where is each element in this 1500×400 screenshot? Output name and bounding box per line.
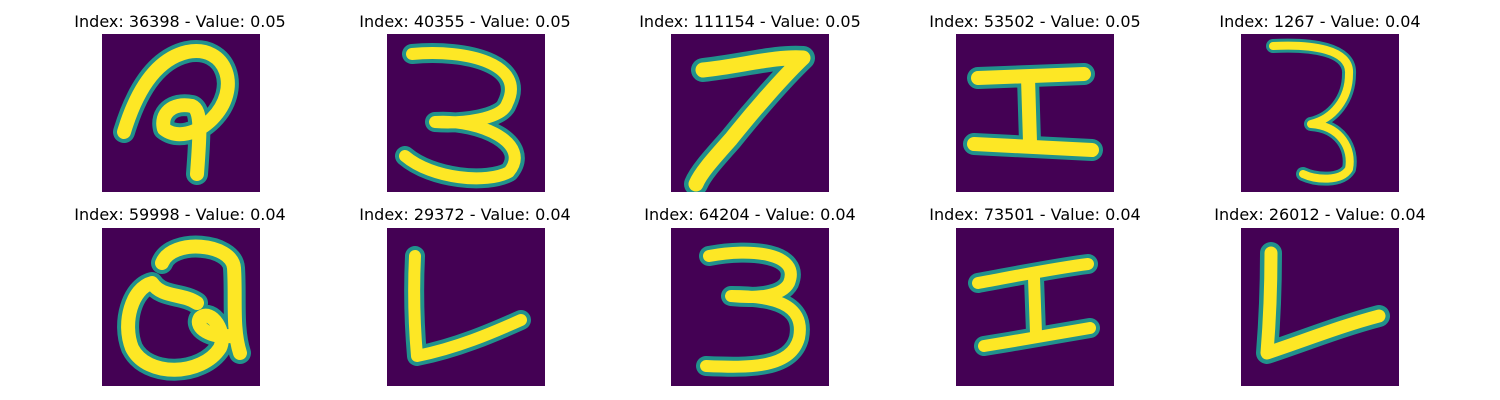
panel-title-6: Index: 59998 - Value: 0.04 xyxy=(74,205,286,224)
letter-q-icon xyxy=(102,228,260,386)
p-loop-icon xyxy=(102,34,260,192)
panel-title-5: Index: 1267 - Value: 0.04 xyxy=(1219,12,1421,31)
letter-i-icon xyxy=(956,228,1114,386)
panel-image-10 xyxy=(1241,228,1399,386)
panel-image-6 xyxy=(102,228,260,386)
digit-3-thin-icon xyxy=(1241,34,1399,192)
panel-image-7 xyxy=(387,228,545,386)
panel-image-2 xyxy=(387,34,545,192)
letter-i-icon xyxy=(956,34,1114,192)
panel-title-9: Index: 73501 - Value: 0.04 xyxy=(929,205,1141,224)
letter-l-icon xyxy=(1241,228,1399,386)
panel-image-1 xyxy=(102,34,260,192)
panel-title-2: Index: 40355 - Value: 0.05 xyxy=(359,12,571,31)
panel-title-7: Index: 29372 - Value: 0.04 xyxy=(359,205,571,224)
panel-image-4 xyxy=(956,34,1114,192)
panel-title-1: Index: 36398 - Value: 0.05 xyxy=(74,12,286,31)
digit-3-icon xyxy=(387,34,545,192)
panel-image-8 xyxy=(671,228,829,386)
digit-3-icon xyxy=(671,228,829,386)
panel-title-10: Index: 26012 - Value: 0.04 xyxy=(1214,205,1426,224)
panel-title-8: Index: 64204 - Value: 0.04 xyxy=(644,205,856,224)
panel-image-5 xyxy=(1241,34,1399,192)
letter-l-icon xyxy=(387,228,545,386)
panel-title-4: Index: 53502 - Value: 0.05 xyxy=(929,12,1141,31)
panel-image-3 xyxy=(671,34,829,192)
panel-image-9 xyxy=(956,228,1114,386)
digit-7-icon xyxy=(671,34,829,192)
panel-title-3: Index: 111154 - Value: 0.05 xyxy=(639,12,861,31)
